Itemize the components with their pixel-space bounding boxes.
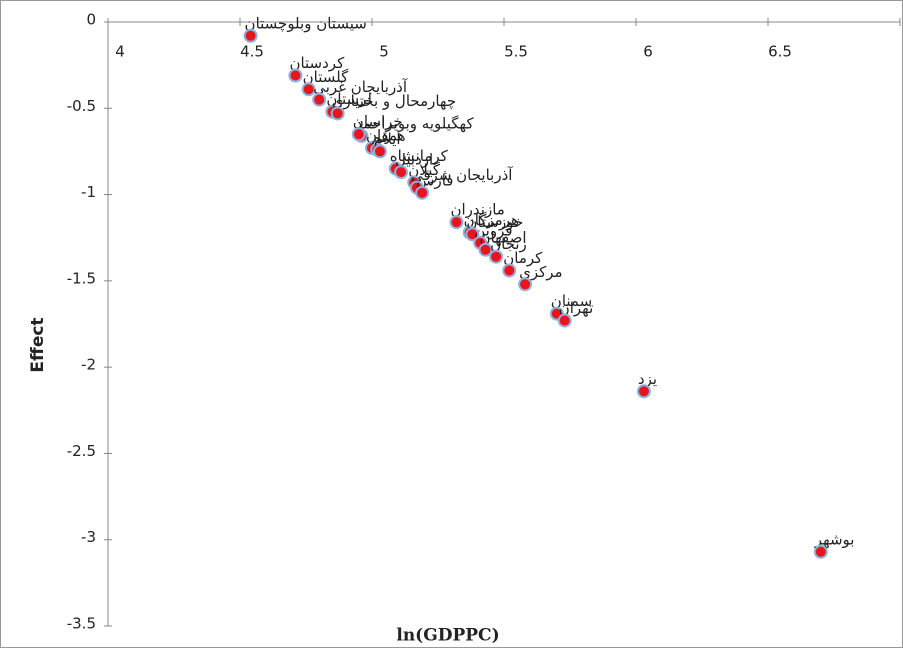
point (559, 315, 571, 327)
x-tick-label: 5 (379, 43, 389, 61)
y-tick-label: -3.5 (67, 615, 96, 633)
point (395, 166, 407, 178)
point (638, 385, 650, 397)
point (374, 145, 386, 157)
x-tick-label: 6.5 (768, 43, 792, 61)
point (416, 187, 428, 199)
point (815, 546, 827, 558)
y-tick-label: 0 (86, 11, 96, 29)
x-tick-label: 5.5 (504, 43, 528, 61)
point (313, 94, 325, 106)
page: {"chart_data": {"type": "scatter", "x_la… (0, 0, 903, 648)
x-tick-label: 6 (643, 43, 653, 61)
y-tick-label: -1.5 (67, 269, 96, 287)
y-tick-label: -3 (81, 528, 96, 546)
point (490, 251, 502, 263)
point (519, 278, 531, 290)
point (289, 69, 301, 81)
x-tick-label: 4.5 (240, 43, 264, 61)
x-tick-label: 4 (115, 43, 125, 61)
y-tick-label: -2 (81, 356, 96, 374)
point (332, 107, 344, 119)
point (450, 216, 462, 228)
y-tick-label: -0.5 (67, 97, 96, 115)
x-axis-label: ln(GDPPC) (396, 626, 499, 646)
point (245, 30, 257, 42)
point-label: سیستان وبلوچستان (245, 14, 367, 32)
y-axis-label: Effect (28, 317, 48, 372)
y-tick-label: -1 (81, 183, 96, 201)
point-label: چهارمحال و بختیاری (332, 92, 456, 110)
chart: ln(GDPPC) Effect 44.555.566.570-0.5-1-1.… (0, 0, 903, 648)
point (353, 128, 365, 140)
point (503, 265, 515, 277)
y-tick-label: -2.5 (67, 442, 96, 460)
